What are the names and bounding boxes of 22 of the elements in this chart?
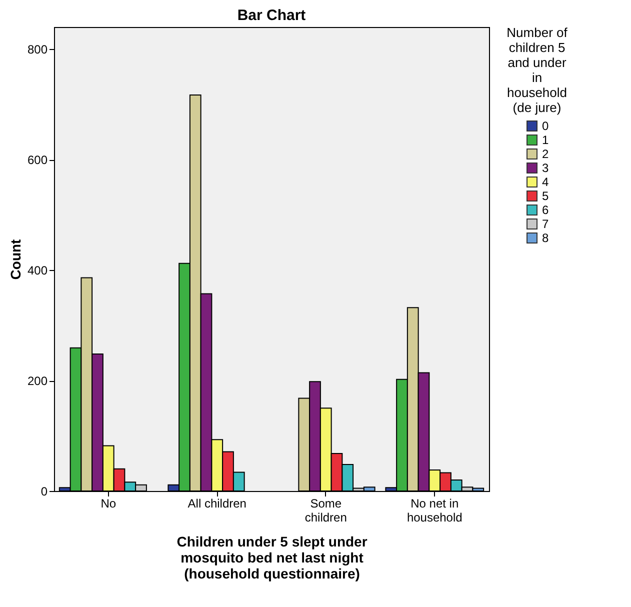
x-tick-label: No net in household — [406, 496, 462, 524]
x-tick-label: No — [100, 496, 116, 510]
x-tick-label: All children — [188, 496, 246, 510]
legend-label: 6 — [542, 203, 549, 217]
legend-title: Number of children 5 and under in household (de jure) — [506, 25, 568, 115]
chart-title: Bar Chart — [237, 7, 306, 24]
y-tick-label: 600 — [27, 153, 48, 168]
y-tick-label: 200 — [27, 374, 48, 388]
x-tick-label: Some children — [304, 496, 347, 524]
legend-label: 7 — [542, 217, 549, 231]
legend-label: 5 — [542, 189, 549, 203]
y-tick-label: 400 — [27, 264, 48, 278]
y-tick-label: 800 — [27, 42, 48, 57]
legend-label: 8 — [542, 231, 549, 245]
y-axis-title: Count — [7, 238, 24, 280]
x-axis-title: Children under 5 slept under mosquito bed net last night (household questionnaire) — [176, 534, 368, 582]
legend-label: 2 — [542, 147, 549, 161]
legend-label: 4 — [542, 175, 549, 189]
y-tick-label: 0 — [40, 484, 48, 498]
legend-label: 0 — [542, 119, 549, 133]
legend-label: 1 — [542, 133, 549, 147]
legend-label: 3 — [542, 161, 549, 175]
